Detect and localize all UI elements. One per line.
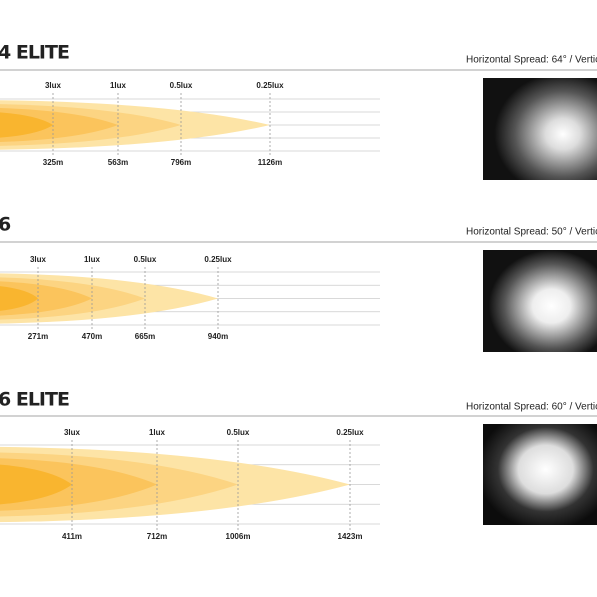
- distance-label: 470m: [82, 332, 102, 341]
- beam: [0, 464, 72, 505]
- distance-label: 665m: [135, 332, 155, 341]
- distance-label: 325m: [43, 158, 63, 167]
- beam-photo: [483, 250, 597, 352]
- lux-label: 0.25lux: [204, 255, 232, 264]
- lux-label: 3lux: [45, 81, 62, 90]
- distance-label: 563m: [108, 158, 128, 167]
- distance-label: 1423m: [338, 532, 363, 541]
- lux-label: 1lux: [149, 428, 166, 437]
- distance-label: 271m: [28, 332, 48, 341]
- beam-photo: [483, 78, 597, 180]
- lux-label: 0.25lux: [256, 81, 284, 90]
- panel-title: 4 ELITE: [0, 42, 69, 64]
- spread-text: Horizontal Spread: 50° / Vertic: [466, 227, 597, 238]
- distance-label: 712m: [147, 532, 167, 541]
- lux-label: 1lux: [110, 81, 127, 90]
- lux-label: 0.25lux: [336, 428, 364, 437]
- beam: [0, 286, 38, 311]
- beam-photo: [483, 424, 597, 525]
- panel-title: 6: [0, 214, 11, 236]
- beam: [0, 281, 92, 316]
- distance-label: 411m: [62, 532, 82, 541]
- distance-label: 1126m: [258, 158, 282, 167]
- distance-label: 1006m: [226, 532, 251, 541]
- distance-label: 796m: [171, 158, 191, 167]
- lux-label: 3lux: [30, 255, 47, 264]
- lux-label: 0.5lux: [134, 255, 157, 264]
- lux-label: 1lux: [84, 255, 101, 264]
- lux-label: 0.5lux: [227, 428, 250, 437]
- panel-title: 6 ELITE: [0, 389, 69, 411]
- lux-label: 3lux: [64, 428, 81, 437]
- lux-label: 0.5lux: [170, 81, 193, 90]
- spread-text: Horizontal Spread: 60° / Vertic: [466, 402, 597, 413]
- beam: [0, 112, 53, 138]
- distance-label: 940m: [208, 332, 228, 341]
- spread-text: Horizontal Spread: 64° / Vertic: [466, 55, 597, 66]
